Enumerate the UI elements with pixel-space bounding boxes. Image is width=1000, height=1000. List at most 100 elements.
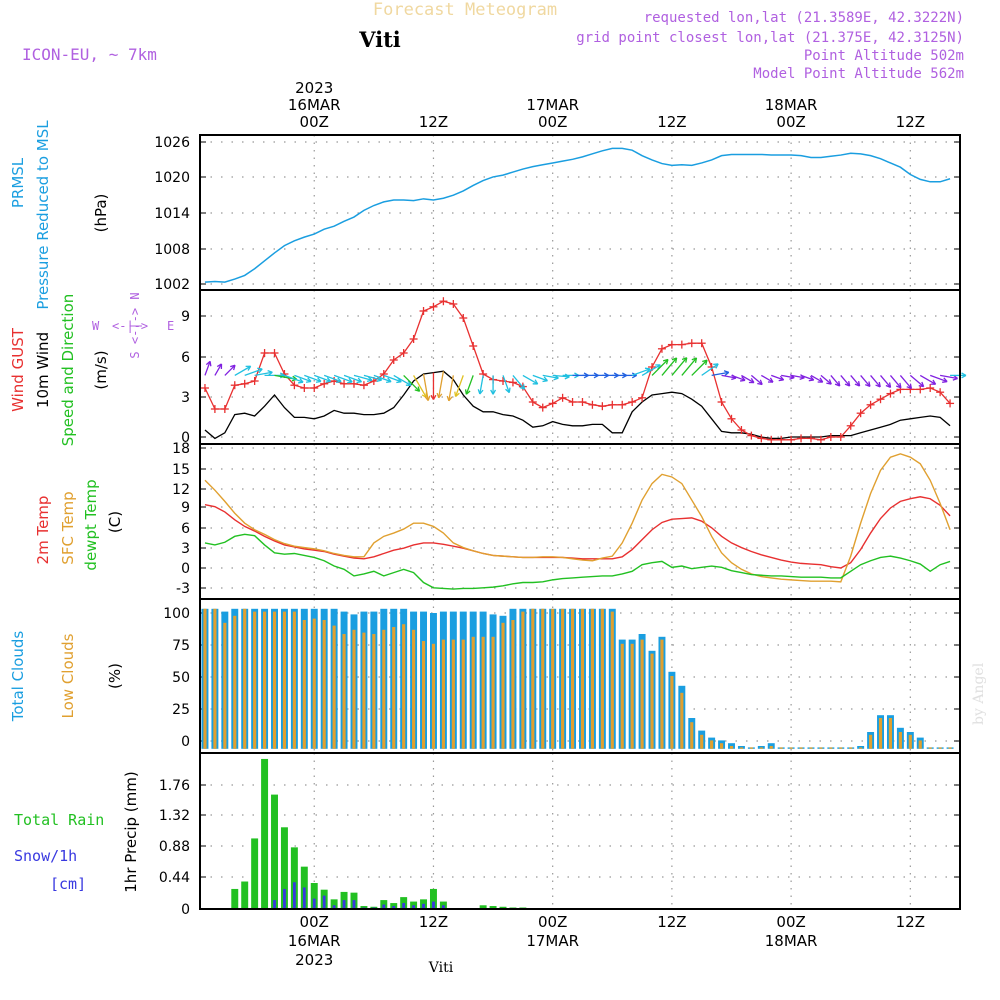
wind-gust-point: [657, 344, 666, 353]
top-time-label: 00Z: [776, 113, 805, 131]
snow-label: Snow/1h: [14, 847, 77, 865]
low-clouds-bar: [421, 641, 426, 749]
top-time-label: 17MAR: [526, 96, 579, 114]
low-clouds-label: Low Clouds: [59, 633, 77, 718]
top-time-label: 16MAR: [288, 96, 341, 114]
temperature-panel: 18 15 12 9 6 3 0 -3: [172, 441, 961, 600]
snow-bar: [342, 900, 346, 909]
low-clouds-bar: [759, 747, 763, 749]
wind-gust-point: [628, 398, 637, 406]
wind-direction-arrow: [436, 371, 445, 399]
low-clouds-bar: [809, 747, 813, 749]
low-clouds-bar: [590, 608, 594, 749]
top-time-label: 18MAR: [765, 96, 818, 114]
wind-gust-point: [777, 435, 786, 444]
bottom-time-label: 12Z: [896, 913, 925, 931]
low-clouds-bar: [670, 676, 674, 749]
low-clouds-bar: [292, 611, 296, 749]
low-clouds-bar: [243, 608, 247, 749]
low-clouds-bar: [491, 636, 495, 749]
bottom-time-label: 00Z: [776, 913, 805, 931]
rain-bar: [479, 905, 487, 909]
low-clouds-bar: [630, 643, 634, 749]
low-clouds-bar: [362, 632, 366, 749]
wind-direction-arrow: [204, 360, 212, 376]
wind-gust-point: [200, 384, 209, 392]
low-clouds-bar: [203, 608, 207, 749]
wind-gust-point: [568, 398, 577, 406]
wind-unit-label: (m/s): [92, 350, 110, 389]
snow-bar: [392, 906, 396, 909]
wind-gust-point: [638, 393, 647, 402]
wind-gust-point: [459, 314, 468, 322]
snow-bar: [352, 900, 356, 909]
low-clouds-bar: [580, 608, 585, 749]
requested-coords: requested lon,lat (21.3589E, 42.3222N): [644, 10, 964, 26]
wind-gust-point: [469, 342, 478, 350]
wind-direction-label: Speed and Direction: [59, 294, 77, 447]
point-altitude: Point Altitude 502m: [804, 48, 964, 64]
wind-direction-arrow: [373, 374, 392, 384]
wind-gust-point: [419, 307, 428, 315]
rain-bar: [489, 906, 497, 909]
y-tick-label: 3: [181, 390, 190, 406]
low-clouds-bar: [749, 747, 753, 749]
snow-bar: [283, 888, 286, 909]
snow-bar: [422, 903, 425, 909]
wind-direction-arrow: [860, 374, 871, 388]
y-tick-label: 6: [181, 350, 190, 366]
wind-gust-point: [528, 398, 537, 406]
plot-area: [200, 444, 960, 599]
wind-gust-point: [667, 340, 676, 349]
bottom-time-label: 16MAR: [288, 932, 341, 950]
wind-gust-point: [548, 399, 557, 408]
low-clouds-bar: [898, 732, 902, 749]
low-clouds-bar: [859, 747, 863, 749]
wind-direction-arrow: [532, 374, 548, 383]
wind-gust-point: [260, 349, 269, 357]
wind-direction-arrow: [234, 365, 252, 376]
low-clouds-bar: [928, 747, 932, 749]
low-clouds-bar: [620, 643, 624, 749]
model-label: ICON-EU, ~ 7km: [22, 45, 157, 64]
wind-gust-point: [558, 393, 567, 402]
wind-direction-arrow: [214, 363, 223, 376]
low-clouds-bar: [600, 608, 604, 749]
pressure-label: Pressure Reduced to MSL: [34, 120, 52, 310]
wind-gust-point: [687, 339, 696, 348]
temp-sfc-line: [204, 453, 951, 583]
top-time-label: 00Z: [300, 113, 329, 131]
y-tick-label: 50: [172, 670, 190, 686]
low-clouds-bar: [501, 622, 505, 749]
low-clouds-bar: [392, 627, 396, 749]
pressure-panel: 1026 1020 1014 1008 1002: [154, 134, 961, 293]
total-rain-label: Total Rain: [14, 811, 104, 829]
wind-direction-arrow: [512, 374, 526, 390]
wind-gust-point: [598, 402, 607, 411]
low-clouds-bar: [680, 692, 684, 749]
low-clouds-bar: [481, 636, 485, 749]
y-tick-label: 9: [181, 500, 190, 516]
low-clouds-bar: [610, 611, 614, 749]
low-clouds-bar: [431, 643, 436, 749]
precip-panel: 1.76 1.32 0.88 0.44 0: [159, 752, 961, 918]
bottom-time-label: 17MAR: [526, 932, 579, 950]
wind-direction-arrow: [899, 374, 913, 390]
wind-direction-arrow: [950, 372, 967, 379]
wind-direction-arrow: [454, 375, 464, 398]
snow-unit-label: [cm]: [50, 875, 86, 893]
low-clouds-bar: [789, 747, 793, 749]
low-clouds-bar: [710, 740, 714, 749]
wind-direction-arrow: [661, 357, 678, 376]
wind-gust-point: [449, 300, 458, 308]
low-clouds-bar: [342, 634, 346, 749]
y-tick-label: 0: [181, 430, 190, 446]
rain-bar: [231, 888, 239, 909]
wind-direction-arrow: [929, 374, 948, 383]
wind-direction-arrow: [820, 374, 832, 385]
y-tick-label: 1020: [154, 170, 190, 186]
y-tick-label: 1014: [154, 206, 190, 222]
wind-gust-point: [936, 388, 945, 397]
low-clouds-bar: [372, 634, 376, 749]
wind-gust-point: [717, 398, 726, 406]
